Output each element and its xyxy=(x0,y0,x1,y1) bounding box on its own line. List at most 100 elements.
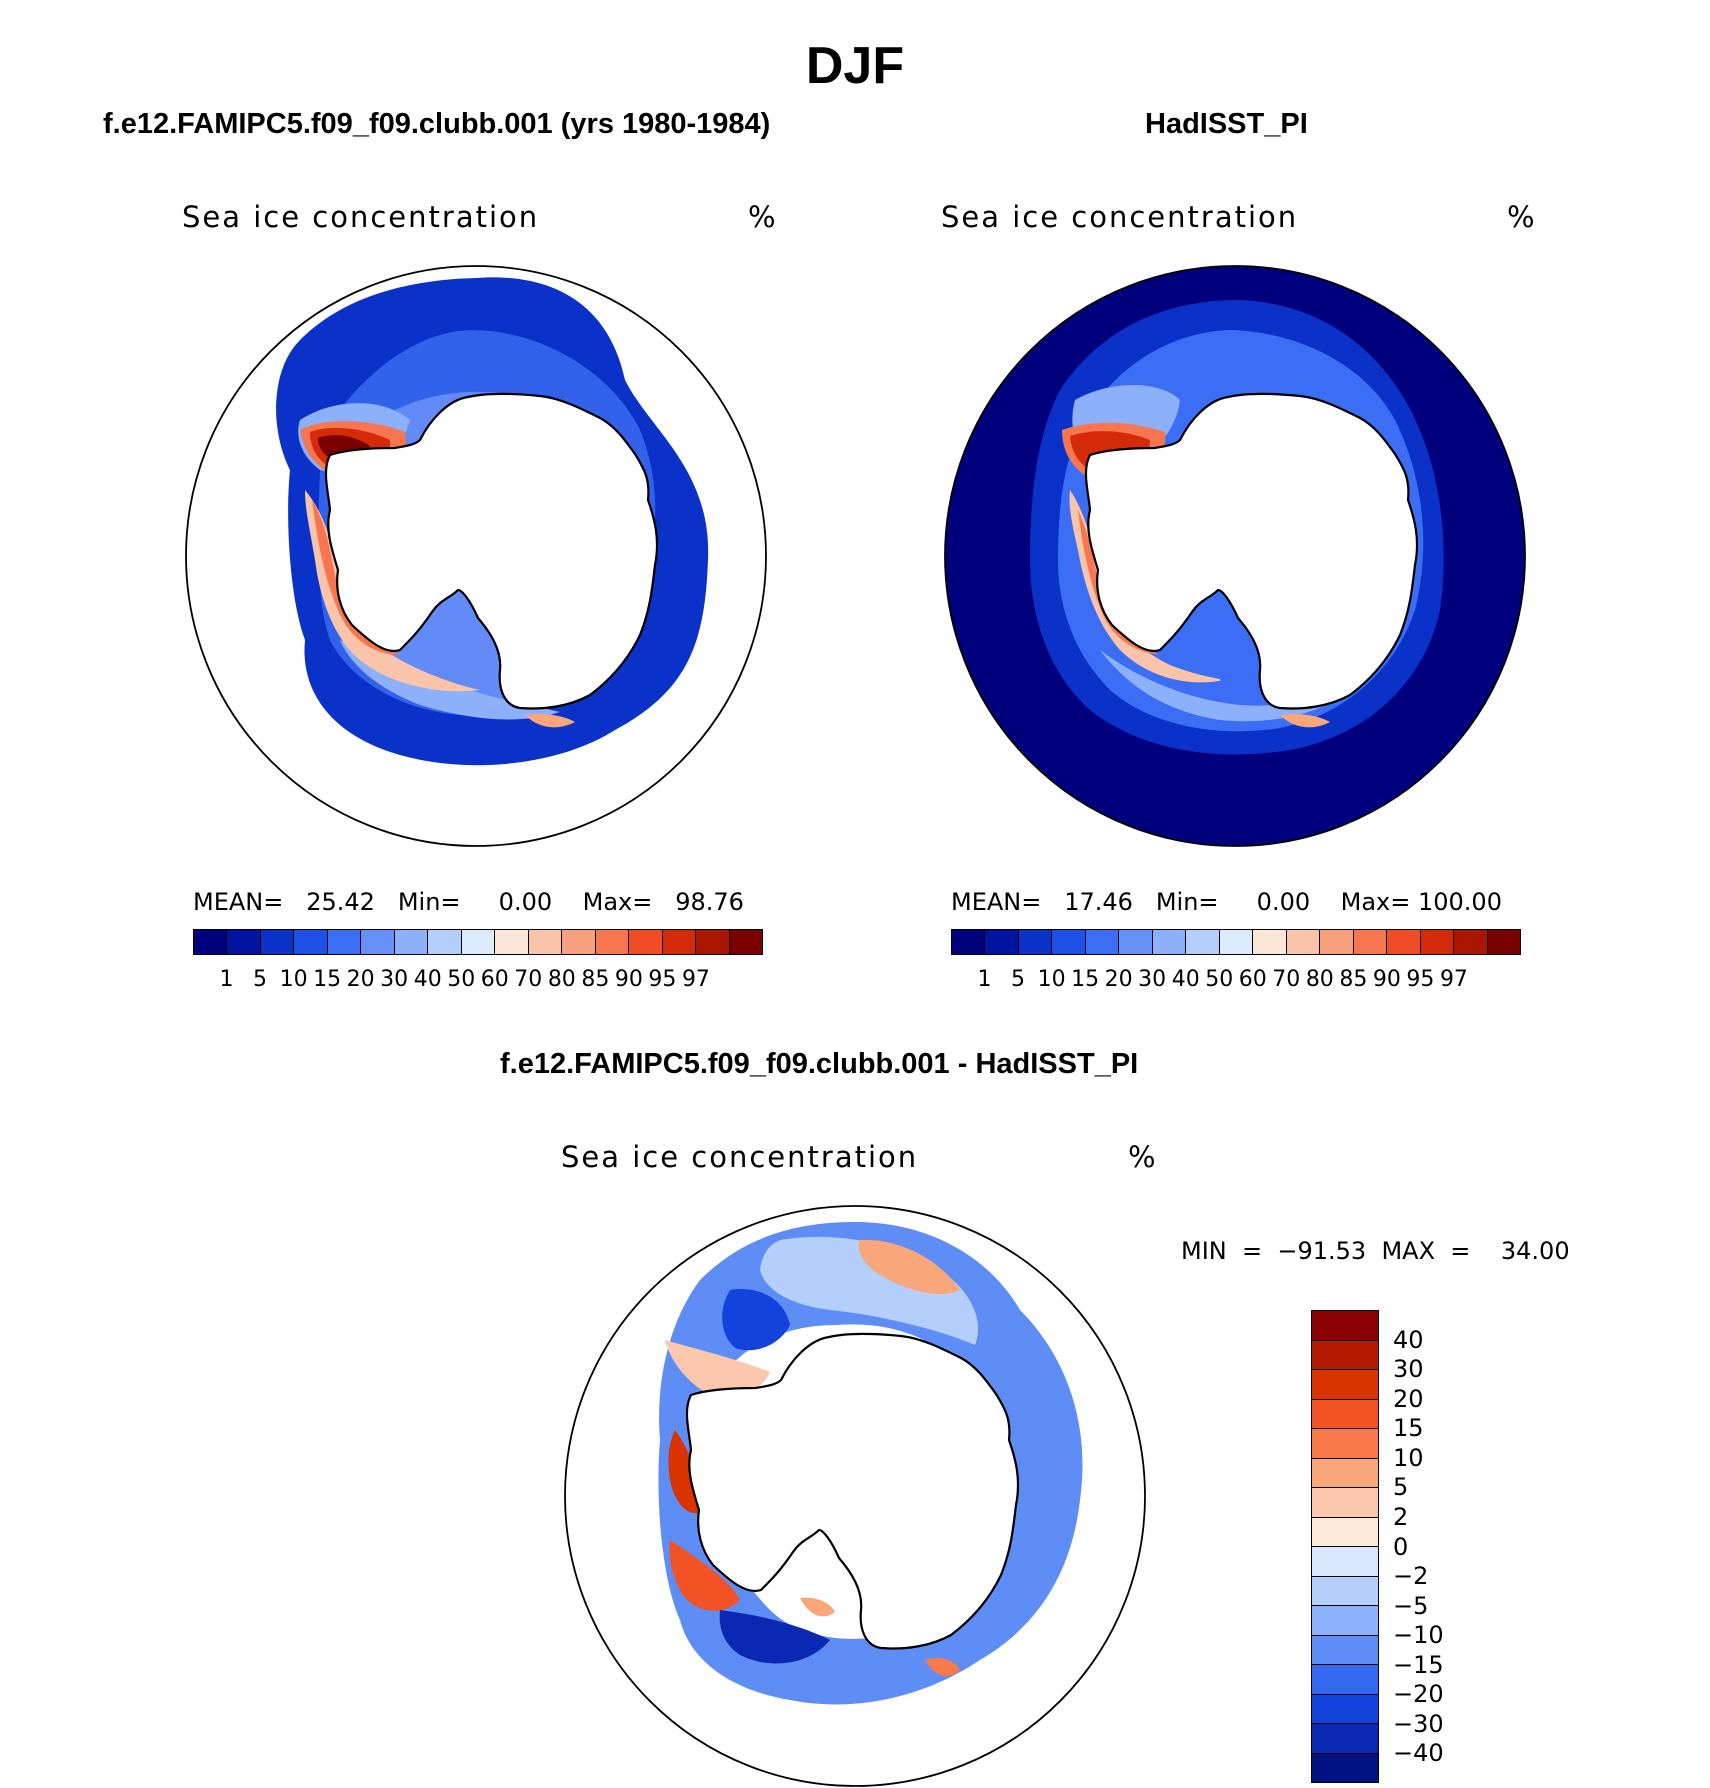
diff-panel-title: f.e12.FAMIPC5.f09_f09.clubb.001 - HadISS… xyxy=(500,1048,1139,1080)
diff-variable-label: Sea ice concentration xyxy=(561,1140,919,1174)
colorbar-tick-label: 40 xyxy=(1171,967,1200,992)
colorbar-swatch xyxy=(1312,1488,1378,1518)
colorbar-tick-label: 85 xyxy=(581,967,610,992)
model-map-frame xyxy=(185,265,767,847)
colorbar-tick-label: 0 xyxy=(1393,1532,1409,1561)
colorbar-tick-label: 95 xyxy=(648,967,677,992)
colorbar-swatch xyxy=(1186,930,1220,954)
colorbar-tick-label: 97 xyxy=(681,967,710,992)
colorbar-tick-label: −5 xyxy=(1393,1591,1429,1620)
colorbar-swatch xyxy=(1320,930,1354,954)
colorbar-swatch xyxy=(729,930,762,954)
diff-stats: MIN = −91.53 MAX = 34.00 xyxy=(1181,1237,1570,1265)
colorbar-swatch xyxy=(1312,1665,1378,1695)
colorbar-swatch xyxy=(562,930,596,954)
colorbar-swatch xyxy=(985,930,1019,954)
colorbar-swatch xyxy=(1085,930,1120,954)
colorbar-tick-label: 5 xyxy=(253,967,268,992)
colorbar-swatch xyxy=(1312,1311,1378,1341)
colorbar-tick-label: 50 xyxy=(1205,967,1234,992)
colorbar-swatch xyxy=(361,930,395,954)
colorbar-swatch xyxy=(1312,1724,1378,1754)
diff-antarctica-land xyxy=(685,1332,1020,1650)
colorbar-tick-label: 50 xyxy=(447,967,476,992)
colorbar-tick-label: 70 xyxy=(1272,967,1301,992)
obs-stats: MEAN= 17.46 Min= 0.00 Max= 100.00 xyxy=(951,888,1502,916)
colorbar-tick-label: −20 xyxy=(1393,1680,1444,1709)
model-stats: MEAN= 25.42 Min= 0.00 Max= 98.76 xyxy=(193,888,744,916)
colorbar-swatch xyxy=(1312,1340,1378,1370)
colorbar-swatch xyxy=(260,930,295,954)
colorbar-tick-label: −2 xyxy=(1393,1562,1429,1591)
colorbar-tick-label: 5 xyxy=(1393,1473,1409,1502)
colorbar-swatch xyxy=(1312,1370,1378,1400)
colorbar-swatch xyxy=(428,930,462,954)
colorbar-tick-label: −30 xyxy=(1393,1709,1444,1738)
colorbar-swatch xyxy=(1286,930,1321,954)
colorbar-tick-label: 20 xyxy=(1393,1384,1424,1413)
colorbar-tick-label: 30 xyxy=(1138,967,1167,992)
colorbar-swatch xyxy=(1312,1429,1378,1459)
obs-variable-label: Sea ice concentration xyxy=(941,200,1299,234)
colorbar-swatch xyxy=(1219,930,1254,954)
colorbar-swatch xyxy=(394,930,429,954)
colorbar-tick-label: −40 xyxy=(1393,1739,1444,1768)
colorbar-swatch xyxy=(1353,930,1388,954)
colorbar-tick-label: 40 xyxy=(413,967,442,992)
colorbar-swatch xyxy=(952,930,986,954)
colorbar-tick-label: 15 xyxy=(1071,967,1100,992)
colorbar-swatch xyxy=(294,930,328,954)
model-antarctica-land xyxy=(324,392,659,710)
colorbar-tick-label: 15 xyxy=(313,967,342,992)
colorbar-swatch xyxy=(662,930,697,954)
colorbar-tick-label: 15 xyxy=(1393,1414,1424,1443)
colorbar-tick-label: 10 xyxy=(279,967,308,992)
colorbar-tick-label: 20 xyxy=(1104,967,1133,992)
colorbar-swatch xyxy=(595,930,630,954)
model-panel-title: f.e12.FAMIPC5.f09_f09.clubb.001 (yrs 198… xyxy=(103,108,771,140)
obs-panel-title: HadISST_PI xyxy=(1145,108,1308,140)
colorbar-swatch xyxy=(1387,930,1421,954)
colorbar-tick-label: 2 xyxy=(1393,1502,1409,1531)
obs-colorbar xyxy=(951,929,1521,955)
colorbar-tick-label: 10 xyxy=(1393,1443,1424,1472)
colorbar-swatch xyxy=(1312,1399,1378,1429)
colorbar-tick-label: 60 xyxy=(1238,967,1267,992)
colorbar-tick-label: 30 xyxy=(1393,1355,1424,1384)
model-units-label: % xyxy=(748,200,778,234)
colorbar-tick-label: 10 xyxy=(1037,967,1066,992)
obs-units-label: % xyxy=(1507,200,1537,234)
colorbar-swatch xyxy=(461,930,496,954)
model-colorbar-labels: 1 5 10 15 20 30 40 50 60 70 80 85 90 95 97 xyxy=(193,967,763,995)
figure-title: DJF xyxy=(805,37,905,95)
colorbar-tick-label: 30 xyxy=(380,967,409,992)
colorbar-tick-label: 90 xyxy=(614,967,643,992)
colorbar-swatch xyxy=(1454,930,1488,954)
colorbar-swatch xyxy=(1253,930,1287,954)
diff-colorbar-labels: 40 30 20 15 10 5 2 0 −2 −5 −10 −15 −20 −30 −40 xyxy=(1393,1310,1493,1783)
colorbar-swatch xyxy=(629,930,663,954)
colorbar-swatch xyxy=(1312,1576,1378,1606)
colorbar-swatch xyxy=(528,930,563,954)
colorbar-tick-label: 1 xyxy=(219,967,234,992)
colorbar-swatch xyxy=(1152,930,1187,954)
colorbar-swatch xyxy=(1312,1753,1378,1782)
colorbar-swatch xyxy=(1312,1517,1378,1547)
colorbar-swatch xyxy=(1487,930,1520,954)
obs-map-frame xyxy=(944,265,1526,847)
colorbar-swatch xyxy=(227,930,261,954)
colorbar-tick-label: 80 xyxy=(1305,967,1334,992)
colorbar-tick-label: 60 xyxy=(480,967,509,992)
colorbar-tick-label: 70 xyxy=(514,967,543,992)
colorbar-swatch xyxy=(495,930,529,954)
colorbar-swatch xyxy=(1119,930,1153,954)
colorbar-tick-label: 5 xyxy=(1011,967,1026,992)
colorbar-tick-label: 40 xyxy=(1393,1325,1424,1354)
colorbar-swatch xyxy=(1312,1547,1378,1577)
model-colorbar xyxy=(193,929,763,955)
colorbar-swatch xyxy=(696,930,730,954)
colorbar-tick-label: 1 xyxy=(977,967,992,992)
colorbar-swatch xyxy=(1312,1458,1378,1488)
colorbar-tick-label: −15 xyxy=(1393,1650,1444,1679)
